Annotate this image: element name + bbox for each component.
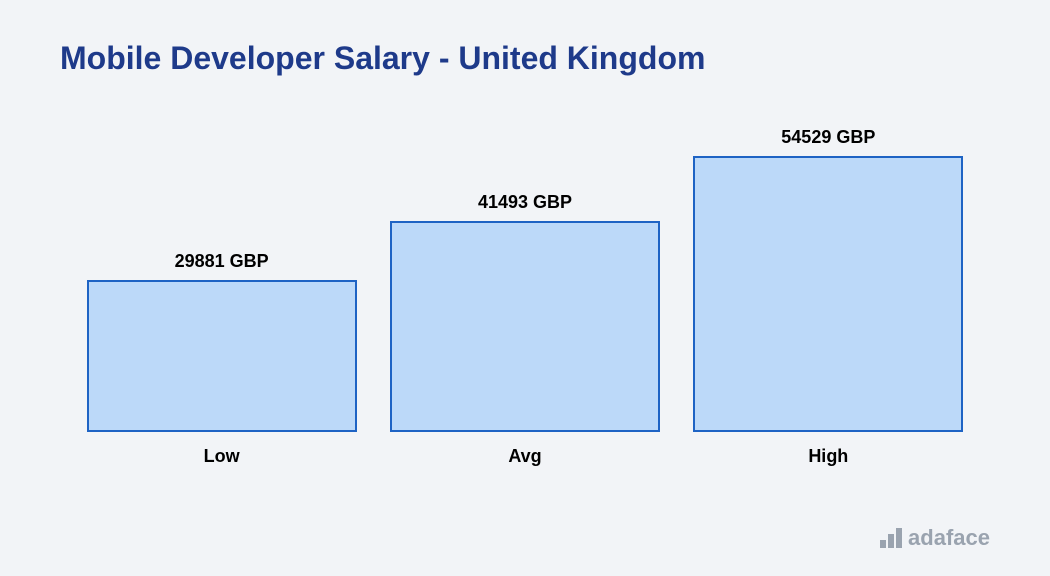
- brand-name: adaface: [908, 525, 990, 551]
- bar-avg: [390, 221, 660, 432]
- chart-container: Mobile Developer Salary - United Kingdom…: [0, 0, 1050, 576]
- bar-low: [87, 280, 357, 432]
- bar-group-low: 29881 GBP Low: [70, 127, 373, 467]
- bar-group-avg: 41493 GBP Avg: [373, 127, 676, 467]
- bar-value-label: 29881 GBP: [175, 251, 269, 272]
- bar-category-label: Avg: [508, 446, 541, 467]
- bar-category-label: High: [808, 446, 848, 467]
- bar-high: [693, 156, 963, 432]
- brand: adaface: [880, 525, 990, 551]
- bar-category-label: Low: [204, 446, 240, 467]
- brand-bars-icon: [880, 528, 902, 548]
- chart-title: Mobile Developer Salary - United Kingdom: [60, 40, 990, 77]
- chart-area: 29881 GBP Low 41493 GBP Avg 54529 GBP Hi…: [60, 127, 990, 467]
- bar-value-label: 54529 GBP: [781, 127, 875, 148]
- bar-group-high: 54529 GBP High: [677, 127, 980, 467]
- bar-value-label: 41493 GBP: [478, 192, 572, 213]
